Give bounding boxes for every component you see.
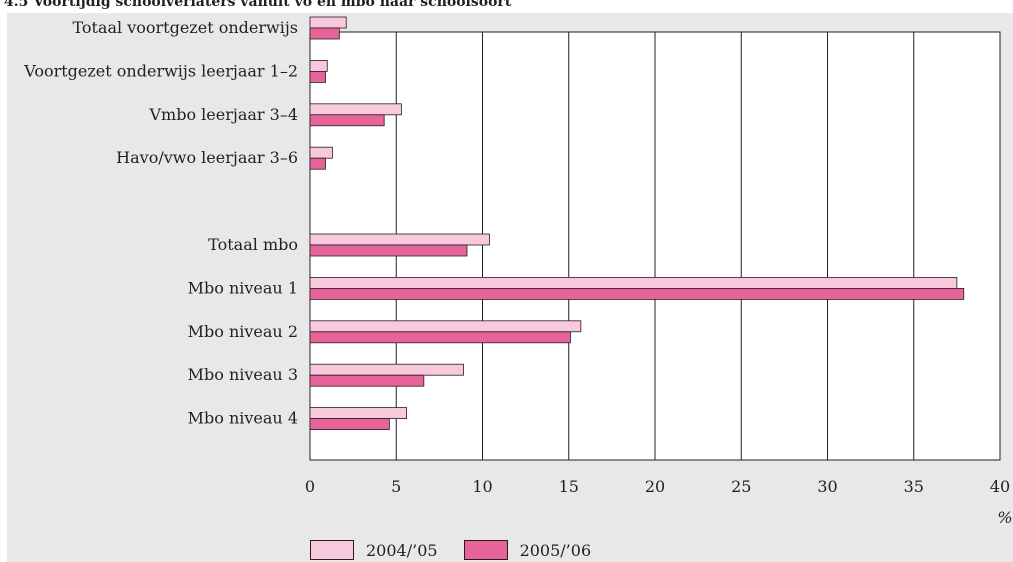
bar-2005 [309,157,326,170]
x-tick-label: 5 [391,477,401,496]
bar-2004 [309,233,490,246]
bar-2004 [309,16,347,29]
legend-item-2004: 2004/’05 [310,540,438,560]
category-label: Mbo niveau 2 [188,322,298,341]
bar-2004 [309,276,958,289]
x-tick-label: 25 [731,477,751,496]
bar-2004 [309,320,582,333]
bars [309,16,965,431]
legend-item-2005: 2005/’06 [463,540,592,560]
bar-2004 [309,407,407,420]
x-tick-label: 10 [472,477,492,496]
legend-label-2005: 2005/’06 [519,540,592,560]
bar-2005 [309,244,468,257]
x-tick-labels: 0 5 10 15 20 25 30 35 40 [305,477,1010,496]
chart-title: 4.5 Voortijdig schoolverlaters vanuit vo… [4,0,512,10]
bar-2005 [309,27,340,40]
x-tick-label: 0 [305,477,315,496]
bar-2004 [309,146,333,159]
bar-2005 [309,114,385,127]
bar-2005 [309,418,390,431]
category-label: Mbo niveau 1 [188,278,298,297]
legend: 2004/’05 2005/’06 [310,538,607,562]
category-label: Mbo niveau 4 [188,409,298,428]
x-tick-label: 20 [645,477,665,496]
x-tick-label: 40 [990,477,1010,496]
gridlines [309,32,1001,460]
bar-chart: Totaal voortgezet onderwijs Voortgezet on… [23,16,1013,527]
bar-2004 [309,60,328,72]
category-labels: Totaal voortgezet onderwijs Voortgezet on… [23,18,298,428]
bar-2004 [309,103,402,116]
category-label: Mbo niveau 3 [188,365,298,384]
x-tick-label: 15 [559,477,579,496]
category-label: Vmbo leerjaar 3–4 [148,105,298,124]
category-label: Totaal voortgezet onderwijs [72,18,298,37]
category-label: Totaal mbo [208,235,298,254]
bar-2005 [309,374,425,387]
legend-swatch-2004 [310,540,354,560]
legend-label-2004: 2004/’05 [366,540,438,560]
x-tick-label: 30 [817,477,837,496]
legend-swatch-2005 [463,540,508,560]
bar-2004 [309,363,464,376]
bar-2005 [309,287,965,300]
category-label: Havo/vwo leerjaar 3–6 [116,148,298,167]
bar-2005 [309,71,326,83]
x-tick-label: 35 [904,477,924,496]
x-axis-label: % [997,508,1012,527]
category-label: Voortgezet onderwijs leerjaar 1–2 [23,61,298,80]
bar-2005 [309,331,571,344]
